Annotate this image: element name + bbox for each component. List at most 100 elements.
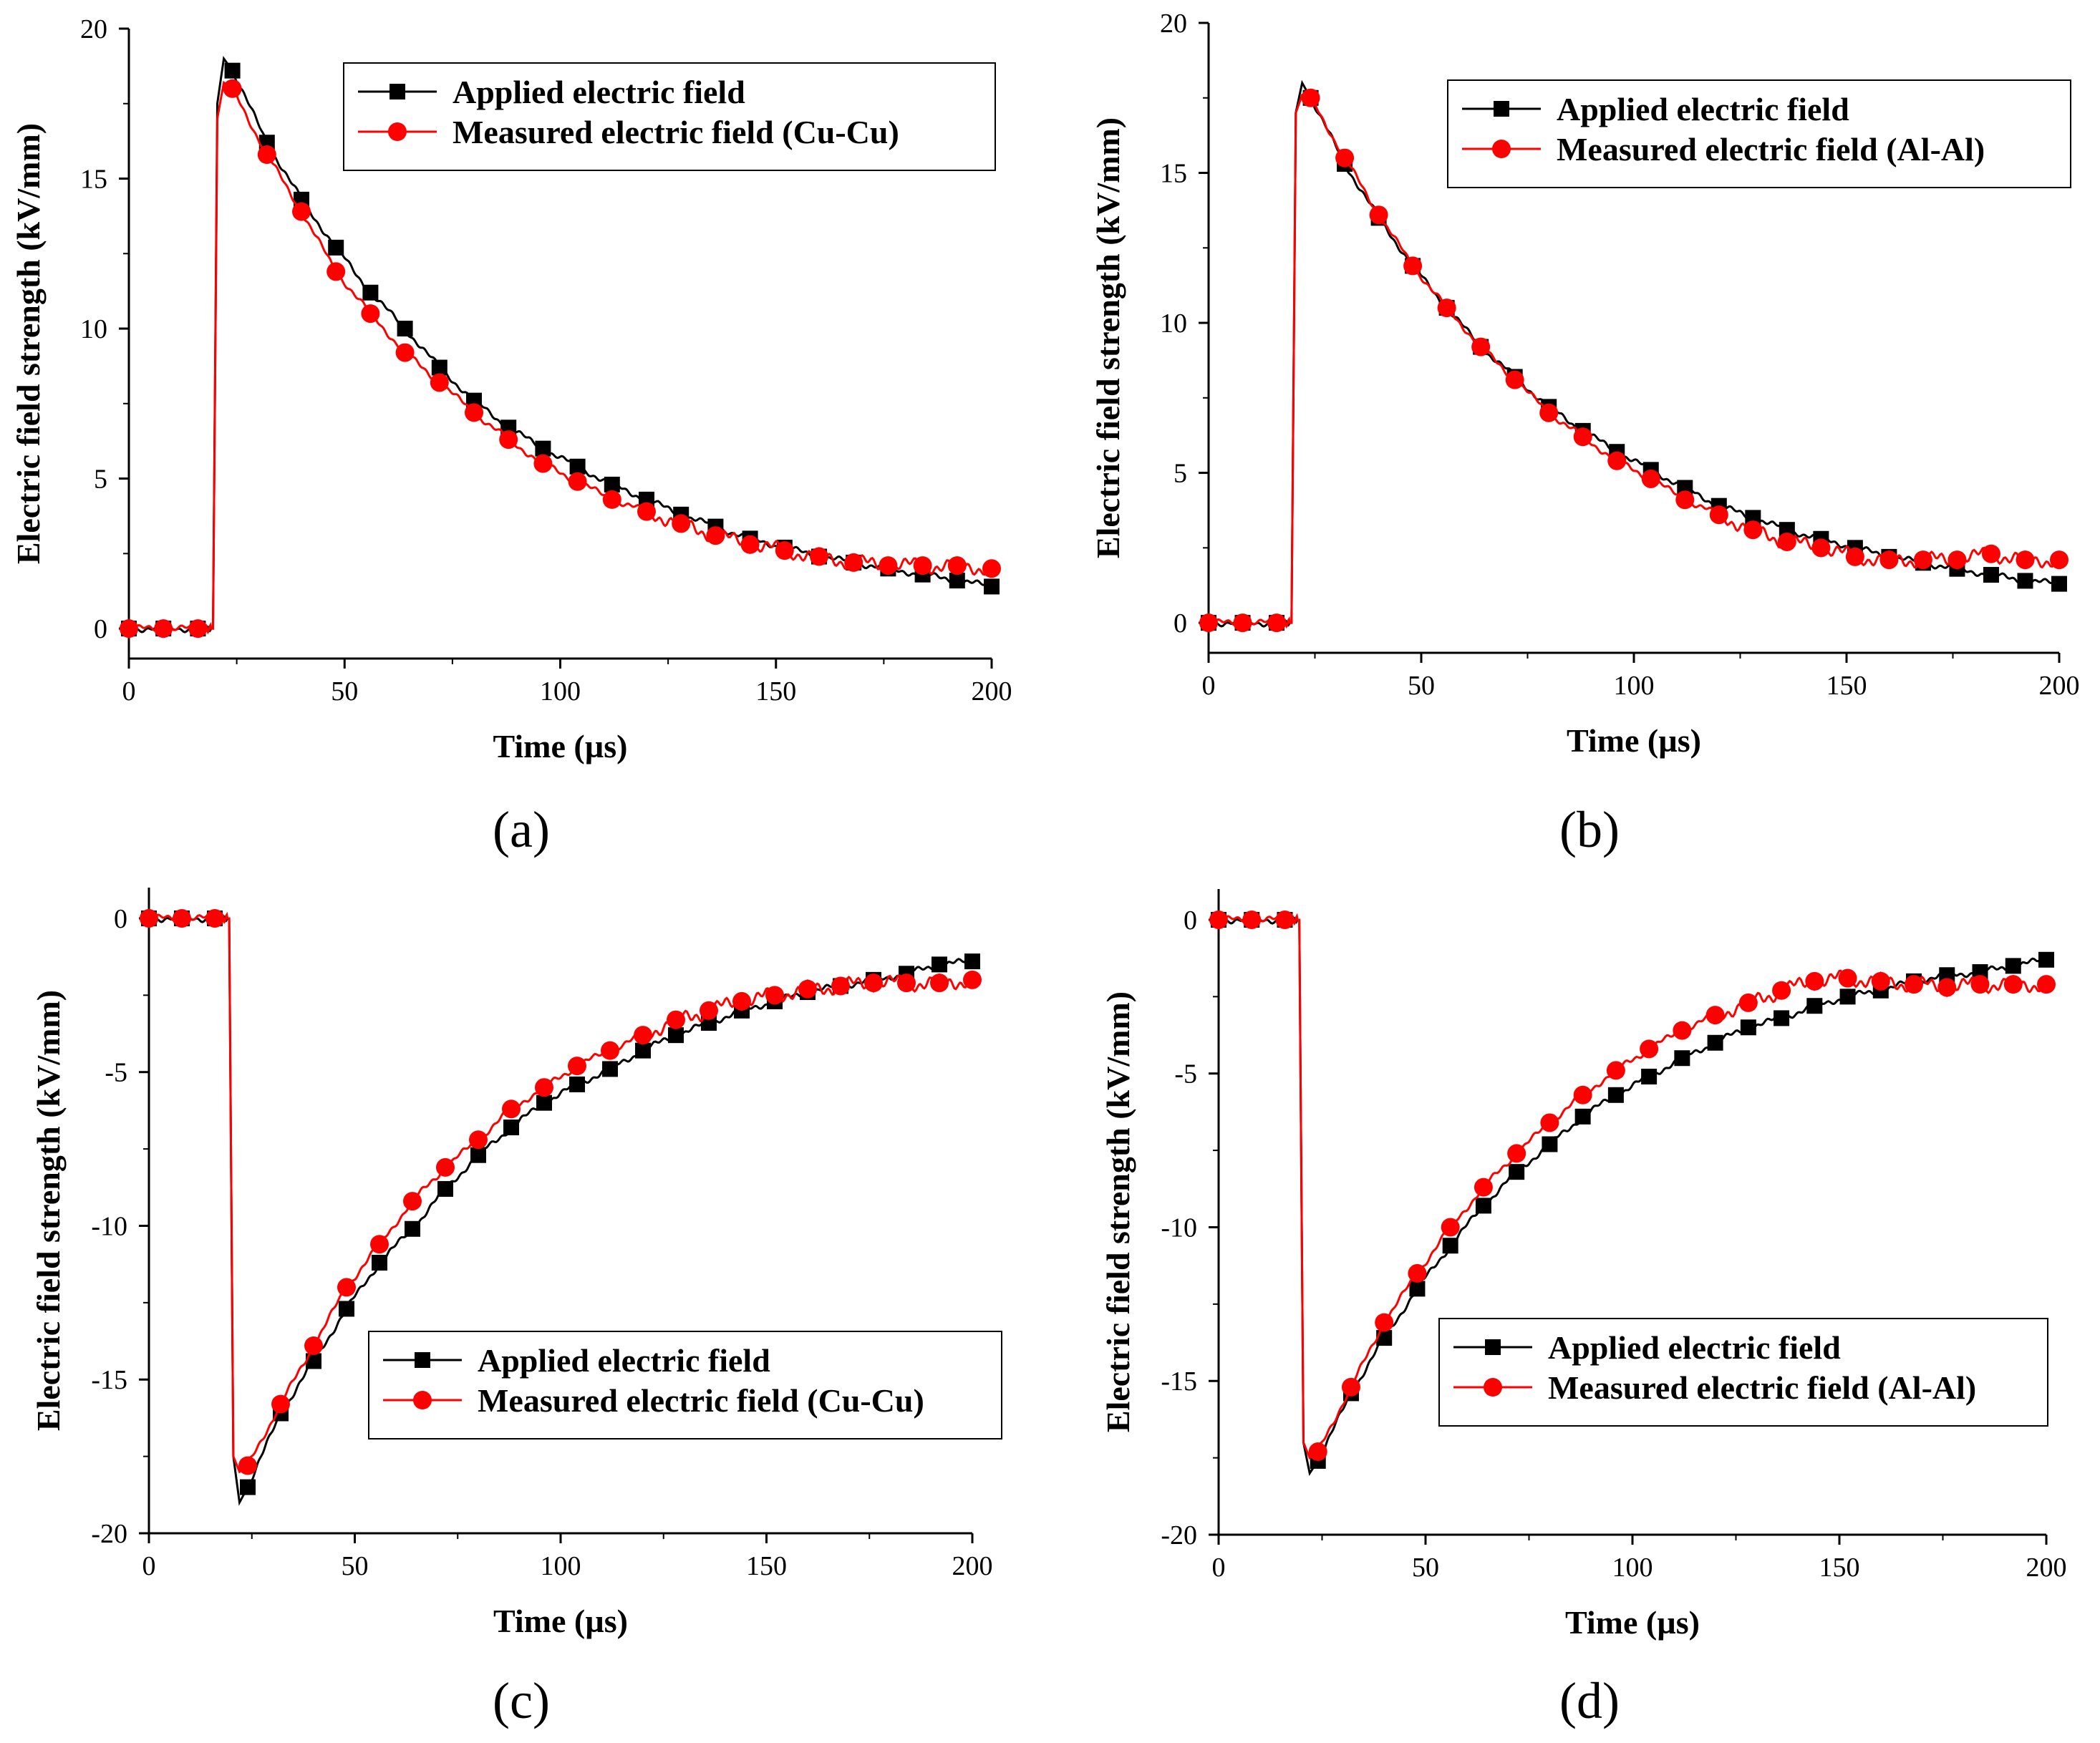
measured-field-point — [120, 619, 138, 639]
measured-field-point — [238, 1456, 257, 1475]
x-tick-label: 0 — [142, 1551, 156, 1581]
measured-field-point — [1403, 256, 1423, 276]
caption-a: (a) — [493, 801, 550, 858]
y-tick-label: -10 — [91, 1211, 127, 1241]
measured-field-point — [1540, 1113, 1559, 1132]
measured-field-point — [1905, 975, 1924, 994]
x-axis-label: Time (µs) — [1567, 722, 1701, 759]
measured-field-point — [403, 1192, 422, 1211]
applied-field-point — [964, 953, 980, 970]
x-tick-label: 100 — [540, 676, 581, 707]
measured-field-point — [1675, 490, 1695, 510]
measured-field-point — [844, 553, 863, 572]
y-tick-label: -20 — [91, 1519, 127, 1549]
applied-field-point — [1839, 989, 1856, 1005]
y-tick-label: 10 — [1160, 309, 1187, 339]
measured-field-point — [1970, 975, 1990, 994]
measured-field-point — [1811, 538, 1831, 558]
measured-field-point — [395, 343, 415, 362]
measured-field-point — [1335, 148, 1355, 167]
x-tick-label: 200 — [972, 676, 1012, 707]
applied-field-point — [1607, 1087, 1624, 1103]
legend-label: Applied electric field — [478, 1342, 770, 1379]
measured-field-point — [1913, 550, 1932, 570]
applied-field-point — [1574, 1108, 1591, 1125]
measured-field-point — [337, 1278, 356, 1297]
applied-field-point — [602, 1061, 618, 1077]
measured-field-point — [1267, 613, 1287, 633]
applied-field-point — [405, 1220, 420, 1237]
measured-field-point — [2037, 975, 2056, 994]
measured-field-point — [1738, 993, 1758, 1012]
applied-field-point — [1409, 1281, 1426, 1297]
applied-field-point — [949, 573, 965, 589]
applied-field-point — [362, 284, 379, 301]
legend-marker-circle — [1484, 1378, 1502, 1397]
x-tick-label: 100 — [541, 1551, 581, 1581]
chart-c: 0 50 100 150 200 -20 -15 -10 -5 0 Time (µs) Electri… — [30, 888, 1002, 1639]
measured-field-point — [1641, 469, 1660, 488]
chart-a: 0 50 100 150 200 0 5 10 15 20 Time (µs) Electric fi… — [10, 14, 1012, 764]
x-tick-label: 100 — [1612, 1553, 1653, 1583]
measured-field-point — [1743, 520, 1763, 540]
measured-field-point — [370, 1235, 389, 1254]
measured-field-point — [188, 619, 208, 639]
measured-field-point — [502, 1099, 521, 1119]
measured-field-point — [1308, 1442, 1327, 1462]
x-tick-label: 50 — [1408, 671, 1435, 701]
applied-field-point — [2038, 951, 2054, 968]
legend-marker-square — [1494, 101, 1509, 117]
measured-field-point — [1505, 370, 1524, 389]
applied-field-point — [1774, 1010, 1790, 1026]
measured-field-point — [499, 430, 518, 450]
measured-field-point — [1640, 1039, 1659, 1059]
measured-field-point — [568, 472, 587, 491]
legend-label: Measured electric field (Cu-Cu) — [453, 114, 899, 150]
applied-field-point — [569, 1076, 585, 1092]
measured-field-point — [667, 1010, 685, 1029]
y-tick-label: 5 — [1174, 459, 1187, 489]
measured-field-point — [223, 79, 242, 98]
legend-label: Measured electric field (Al-Al) — [1557, 131, 1985, 167]
measured-field-point — [897, 974, 916, 993]
measured-field-point — [1441, 1218, 1460, 1237]
measured-field-point — [292, 202, 311, 221]
measured-field-point — [1539, 403, 1559, 422]
measured-field-point — [430, 373, 449, 392]
chart-b: 0 50 100 150 200 0 5 10 15 20 Time (µs) Electric fi… — [1090, 9, 2080, 759]
measured-field-point — [1209, 910, 1228, 929]
measured-field-point — [1408, 1263, 1427, 1283]
y-tick-label: 20 — [80, 14, 107, 44]
y-tick-label: -15 — [91, 1365, 127, 1395]
measured-field-point — [271, 1394, 290, 1414]
applied-field-point — [328, 239, 344, 256]
applied-field-point — [604, 476, 620, 492]
applied-field-point — [1542, 1136, 1558, 1152]
applied-field-point — [397, 321, 413, 337]
caption-b: (b) — [1559, 801, 1620, 858]
measured-field-point — [436, 1157, 455, 1177]
legend-box — [368, 1331, 1002, 1439]
measured-field-point — [1981, 544, 2000, 563]
measured-field-point — [1199, 613, 1218, 633]
y-tick-label: 15 — [1160, 159, 1187, 189]
y-axis-label: Electric field strength (kV/mm) — [30, 990, 67, 1431]
y-tick-label: 0 — [1184, 906, 1197, 936]
measured-field-point — [1573, 427, 1592, 447]
x-tick-label: 50 — [1412, 1553, 1439, 1583]
panel-d: 0 50 100 150 200 -20 -15 -10 -5 0 Time (µs) Electri… — [1050, 872, 2100, 1743]
measured-field-point — [913, 556, 932, 576]
measured-field-point — [304, 1336, 323, 1355]
y-tick-label: 10 — [80, 314, 107, 344]
measured-field-point — [205, 908, 224, 928]
x-tick-label: 50 — [342, 1551, 369, 1581]
applied-field-point — [2051, 576, 2067, 592]
y-tick-label: 0 — [94, 614, 107, 644]
measured-field-point — [361, 304, 380, 324]
y-tick-label: -20 — [1161, 1520, 1197, 1550]
measured-field-point — [1709, 505, 1728, 525]
measured-field-point — [1845, 547, 1864, 566]
y-axis-label: Electric field strength (kV/mm) — [1100, 991, 1136, 1432]
legend-marker-circle — [388, 122, 407, 141]
measured-field-point — [1937, 978, 1957, 997]
